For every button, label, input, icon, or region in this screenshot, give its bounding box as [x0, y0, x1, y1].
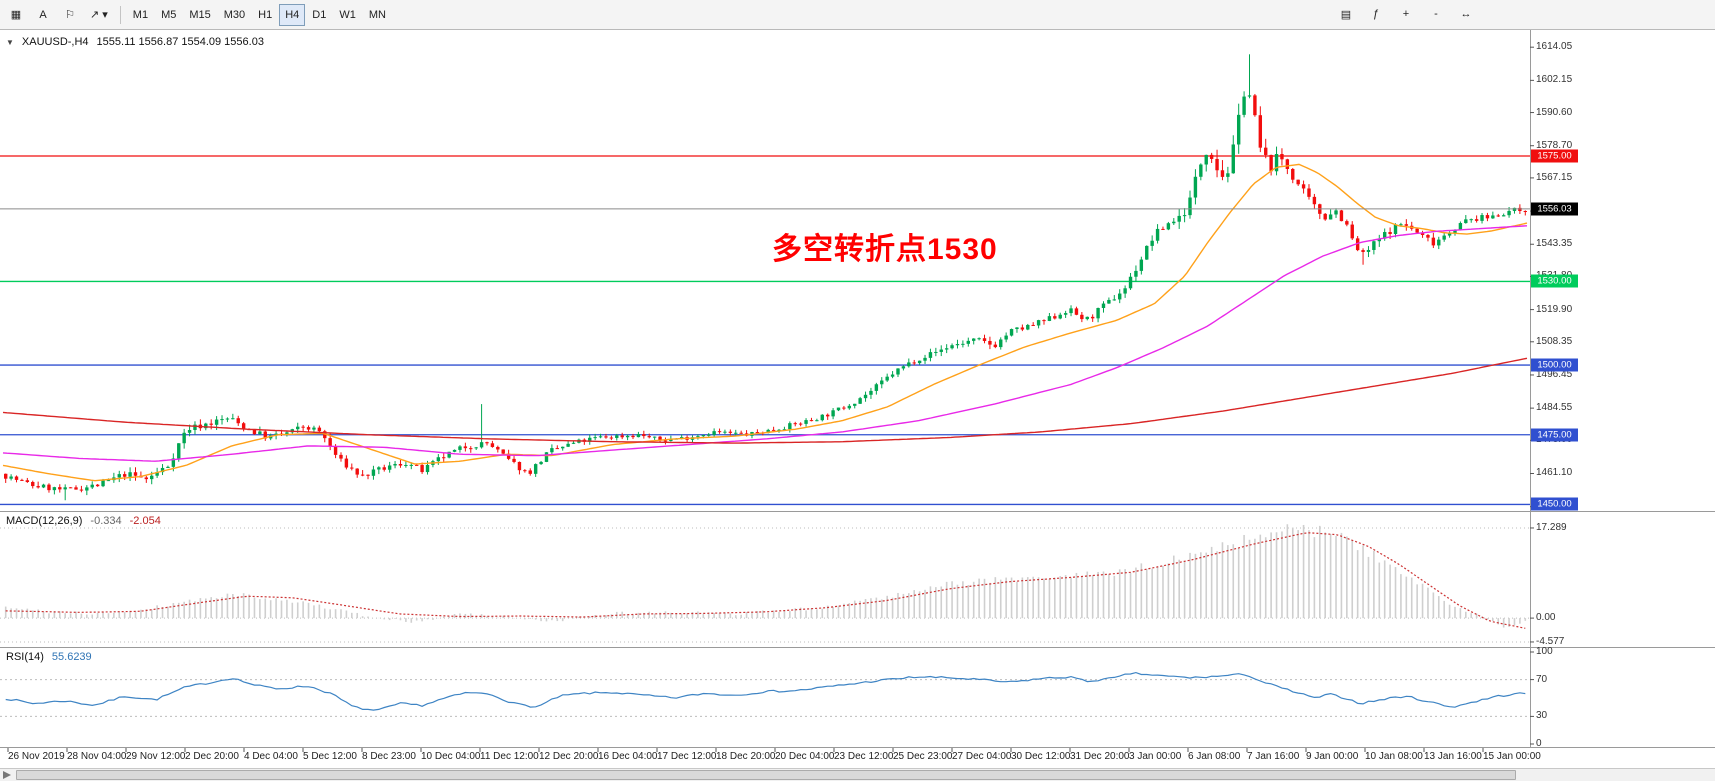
ma-fast-line	[2, 163, 1528, 482]
rsi-value: 55.6239	[51, 651, 92, 663]
symbol-timeframe-label: XAUUSD-,H4	[21, 36, 89, 48]
chart-tools-group: ▤ ƒ + - ↔	[1333, 3, 1479, 25]
macd-header: MACD(12,26,9) -0.334 -2.054	[6, 515, 161, 527]
tf-button-w1[interactable]: W1	[333, 4, 362, 26]
text-label-tool-icon[interactable]: A	[30, 4, 56, 26]
chart-ohlc-header: ▼ XAUUSD-,H4 1555.11 1556.87 1554.09 155…	[6, 36, 264, 48]
drawing-tools-group: ▦ A ⚐ ↗ ▾	[3, 4, 114, 26]
indicator-list-icon[interactable]: ƒ	[1363, 3, 1389, 25]
rsi-header: RSI(14) 55.6239	[6, 651, 92, 663]
tf-button-d1[interactable]: D1	[306, 4, 332, 26]
rsi-line	[5, 671, 1526, 711]
panel-dividers	[0, 30, 1715, 748]
tf-button-h4[interactable]: H4	[279, 3, 306, 26]
quick-nav-icon[interactable]	[3, 771, 11, 779]
main-toolbar: ▦ A ⚐ ↗ ▾ M1 M5 M15 M30 H1 H4 D1 W1 MN ▤ ƒ + - ↔	[0, 0, 1715, 30]
price-level-lines	[0, 155, 1530, 506]
ma-slow-line	[2, 357, 1528, 444]
macd-signal-value: -2.054	[129, 515, 161, 527]
tf-button-m1[interactable]: M1	[127, 4, 154, 26]
candlestick-series	[4, 54, 1527, 501]
rsi-panel	[0, 671, 1530, 717]
ohlc-values: 1555.11 1556.87 1554.09 1556.03	[96, 36, 264, 48]
macd-signal-line	[5, 532, 1526, 629]
horizontal-scrollbar[interactable]	[0, 768, 1715, 781]
arrow-draw-dropdown-icon[interactable]: ↗ ▾	[84, 4, 114, 26]
tick-grid-icon[interactable]: ▦	[3, 4, 29, 26]
chart-shift-icon[interactable]: ↔	[1453, 3, 1479, 25]
tf-button-m30[interactable]: M30	[218, 4, 251, 26]
zoom-out-icon[interactable]: -	[1423, 3, 1449, 25]
rsi-label: RSI(14)	[6, 651, 44, 663]
tf-button-m15[interactable]: M15	[183, 4, 216, 26]
trend-annotation: 多空转折点1530	[772, 233, 998, 266]
toolbar-separator	[119, 5, 121, 24]
macd-label: MACD(12,26,9)	[6, 515, 83, 527]
scrollbar-thumb[interactable]	[16, 770, 1516, 780]
macd-main-value: -0.334	[90, 515, 122, 527]
timeframe-group: M1 M5 M15 M30 H1 H4 D1 W1 MN	[127, 3, 392, 26]
collapse-icon[interactable]: ▼	[6, 38, 14, 47]
flag-tool-icon[interactable]: ⚐	[57, 4, 83, 26]
tf-button-m5[interactable]: M5	[155, 4, 182, 26]
axis-ticks	[7, 46, 1534, 752]
ma-mid-line	[2, 225, 1528, 462]
zoom-in-icon[interactable]: +	[1393, 3, 1419, 25]
tf-button-mn[interactable]: MN	[363, 4, 392, 26]
moving-averages	[2, 163, 1528, 482]
tf-button-h1[interactable]: H1	[252, 4, 278, 26]
new-order-icon[interactable]: ▤	[1333, 3, 1359, 25]
macd-panel	[0, 524, 1530, 643]
